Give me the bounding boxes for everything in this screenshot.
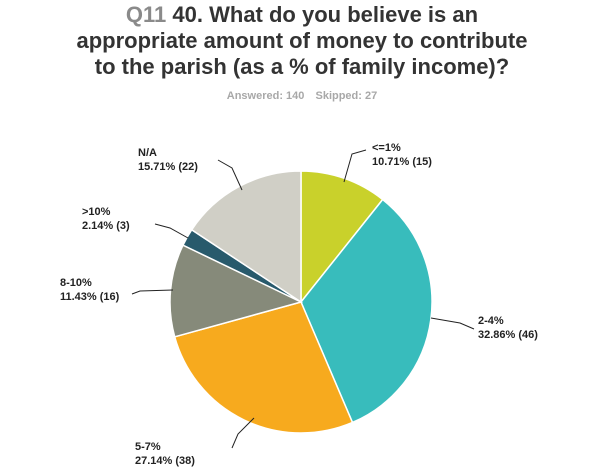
question-number: Q11	[125, 2, 167, 27]
slice-label-value-5: 2.14% (3)	[82, 220, 130, 232]
leader-line-3	[231, 417, 255, 449]
slice-label-name-4: 8-10%	[60, 277, 92, 289]
chart-title: Q11 40. What do you believe is an approp…	[0, 2, 604, 80]
slice-label-value-4: 11.43% (16)	[60, 291, 120, 303]
pie-slice-6	[190, 170, 302, 304]
slice-label-value-2: 32.86% (46)	[478, 329, 538, 341]
leader-line-1	[343, 149, 367, 183]
slice-label-name-1: <=1%	[372, 142, 401, 154]
slice-label-name-2: 2-4%	[478, 315, 504, 327]
title-line-1: 40. What do you believe is an	[172, 2, 479, 27]
response-stats: Answered: 140 Skipped: 27	[0, 90, 604, 102]
leader-line-6	[217, 159, 243, 191]
leader-line-5	[154, 223, 189, 239]
leader-line-4	[131, 289, 174, 295]
leader-line-2	[430, 317, 475, 330]
title-line-2: appropriate amount of money to contribut…	[76, 28, 528, 53]
skipped-count: Skipped: 27	[315, 90, 378, 102]
slice-label-name-6: N/A	[138, 147, 157, 159]
answered-count: Answered: 140	[226, 90, 305, 102]
slice-label-value-1: 10.71% (15)	[372, 156, 432, 168]
slice-label-value-6: 15.71% (22)	[138, 161, 198, 173]
pie-slice-3	[173, 301, 354, 434]
title-line-3: to the parish (as a % of family income)?	[94, 54, 510, 79]
pie-slice-2	[300, 198, 433, 424]
slice-label-name-5: >10%	[82, 206, 111, 218]
slice-label-name-3: 5-7%	[135, 441, 161, 453]
slice-label-value-3: 27.14% (38)	[135, 455, 195, 467]
pie-slice-1	[300, 170, 384, 305]
